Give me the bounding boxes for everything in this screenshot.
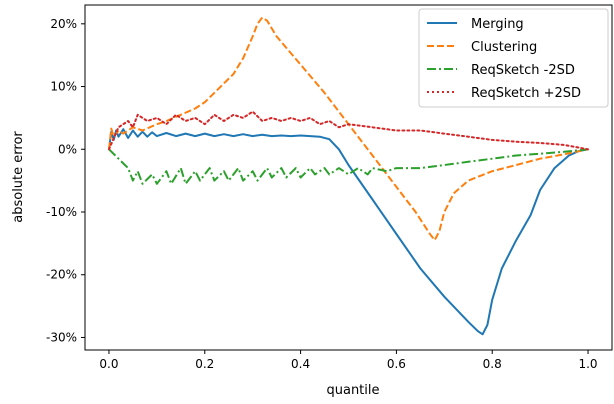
x-tick-label: 1.0 [578,357,597,371]
x-tick-label: 0.2 [195,357,214,371]
plot-lines [108,16,589,336]
x-tick-label: 0.4 [291,357,310,371]
x-tick-label: 0.8 [483,357,502,371]
y-tick-label: -30% [46,330,77,344]
legend: Merging Clustering ReqSketch -2SD ReqSketch… [418,8,609,108]
series-line-3 [108,148,589,185]
x-tick-label: 0.0 [99,357,118,371]
legend-label: Merging [471,17,524,32]
y-tick-label: 0% [58,142,77,156]
series-line-1 [108,128,589,336]
series-line-4 [108,110,589,151]
x-tick-label: 0.6 [387,357,406,371]
legend-label: Clustering [471,40,537,55]
series-line-2 [108,16,589,242]
y-tick-label: -10% [46,205,77,219]
y-axis: 20% 10% 0% -10% -20% -30% [46,17,85,344]
x-axis-label: quantile [326,383,379,398]
legend-label: ReqSketch +2SD [471,86,581,101]
plot-frame [84,4,613,351]
y-tick-label: -20% [46,268,77,282]
y-tick-label: 20% [50,17,77,31]
legend-label: ReqSketch -2SD [471,63,575,78]
x-axis: 0.0 0.2 0.4 0.6 0.8 1.0 [99,350,598,371]
y-tick-label: 10% [50,80,77,94]
legend-box [418,8,609,108]
y-axis-label: absolute error [11,131,26,223]
